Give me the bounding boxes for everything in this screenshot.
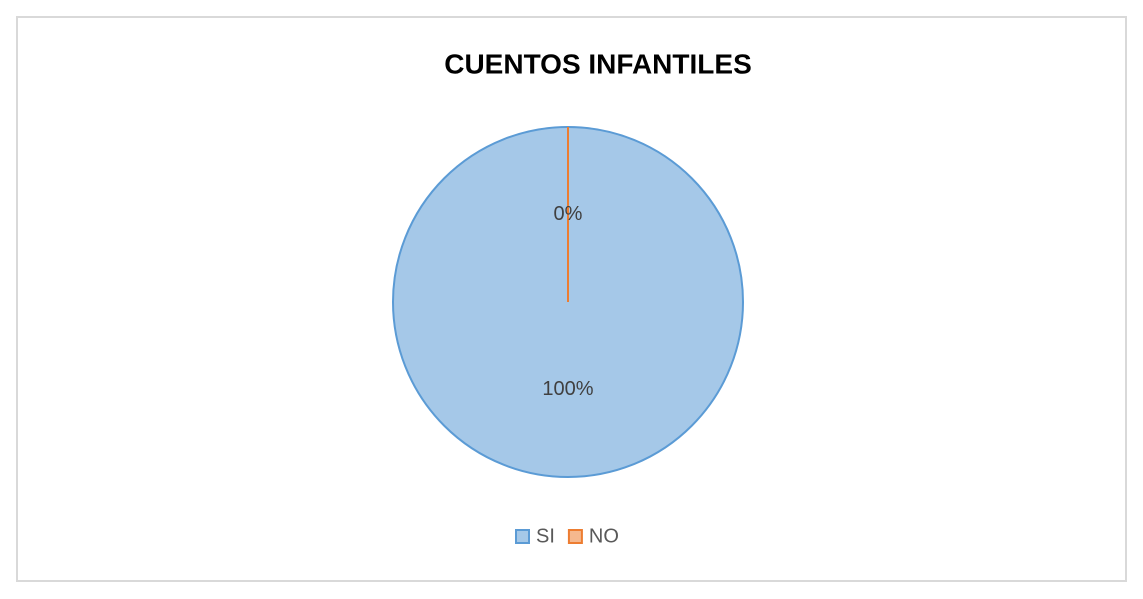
data-label: 0% xyxy=(554,203,583,225)
legend-label: SI xyxy=(536,525,555,547)
chart-title: CUENTOS INFANTILES xyxy=(444,48,752,79)
legend-swatch xyxy=(515,529,530,544)
data-label: 100% xyxy=(542,378,593,400)
legend-label: NO xyxy=(589,525,619,547)
legend-swatch xyxy=(567,529,583,544)
